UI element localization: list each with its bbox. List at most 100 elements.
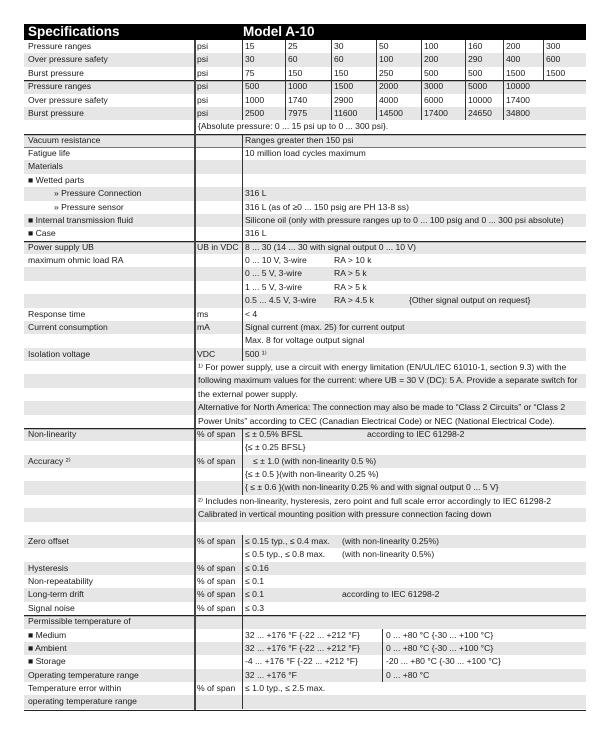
unit-label: psi (197, 41, 208, 51)
load-resistance-value: RA > 4.5 k (334, 295, 374, 306)
unit-label: % of span (197, 683, 236, 693)
pressure-value: 300 (546, 41, 561, 51)
note-text: Calibrated in vertical mounting position… (198, 509, 492, 520)
value-cell: 500 ¹⁾ (245, 348, 267, 359)
cell-divider (331, 106, 332, 121)
table-row: Burst pressure psi 2500 7975 11600 14500 17400… (24, 106, 586, 121)
cell-divider (242, 133, 243, 147)
table-row: the external power supply. (24, 388, 586, 401)
row-label: Temperature error within (28, 683, 122, 693)
cell-divider (503, 80, 504, 94)
row-label: Response time (28, 308, 86, 319)
value-cell: ≤ ± 0.5% BFSL (245, 428, 303, 439)
cell-divider (376, 53, 377, 67)
value-cell: {Other signal output on request} (409, 295, 531, 306)
cell-divider (382, 655, 383, 669)
row-label: ■ Ambient (28, 642, 67, 653)
cell-divider (242, 682, 243, 696)
cell-divider (376, 93, 377, 107)
table-row: Burst pressure psi 75 150 150 250 500 500 1500 15… (24, 66, 586, 81)
cell-divider (242, 267, 243, 281)
pressure-value: 50 (379, 41, 389, 51)
cell-divider (242, 628, 243, 642)
cell-divider (242, 334, 243, 348)
cell-divider (242, 347, 243, 361)
cell-divider (285, 66, 286, 81)
pressure-value: 5000 (468, 81, 488, 92)
cell-divider (242, 187, 243, 201)
pressure-value: 200 (506, 41, 521, 51)
cell-divider (503, 93, 504, 107)
cell-divider (543, 53, 544, 67)
row-label: operating temperature range (28, 696, 137, 707)
table-row: ■ Case 316 L (24, 227, 586, 241)
cell-divider (242, 427, 243, 442)
note-text: the external power supply. (198, 388, 298, 399)
pressure-value: 14500 (379, 107, 403, 118)
unit-label: VDC (197, 348, 216, 359)
row-label: Materials (28, 161, 63, 172)
pressure-value: 1500 (506, 67, 526, 78)
value-cell: < 4 (245, 308, 258, 319)
table-body: Pressure ranges psi 15 25 30 50 100 160 200 300 Ov… (24, 40, 586, 709)
table-row: Calibrated in vertical mounting position… (24, 508, 586, 522)
pressure-value: 60 (288, 54, 298, 65)
pressure-value: 1740 (288, 94, 308, 105)
row-label: ■ Storage (28, 656, 66, 667)
table-row: Alternative for North America: The conne… (24, 401, 586, 415)
value-cell: 32 ... +176 °F {-22 ... +212 °F} (245, 629, 360, 640)
row-label: ■ Wetted parts (28, 174, 85, 185)
unit-label: % of span (197, 455, 236, 466)
column-divider (194, 40, 196, 710)
value-cell: 0 ... +80 °C {-30 ... +100 °C} (386, 629, 494, 640)
value-cell: 0.5 ... 4.5 V, 3-wire (245, 295, 317, 306)
value-cell: ≤ 0.16 (245, 562, 269, 573)
table-row: Zero offset % of span ≤ 0.15 typ., ≤ 0.4 m… (24, 534, 586, 549)
value-cell: 316 L (245, 188, 267, 199)
cell-divider (503, 106, 504, 121)
load-resistance-value: RA > 5 k (334, 281, 367, 292)
value-cell: 0 ... +80 °C (386, 669, 430, 680)
specifications-table: Specifications Model A-10 Pressure range… (24, 24, 586, 712)
cell-divider (242, 66, 243, 81)
cell-divider (242, 200, 243, 214)
table-row: ¹⁾ For power supply, use a circuit with … (24, 361, 586, 374)
unit-label: psi (197, 81, 208, 92)
pressure-value: 3000 (424, 81, 444, 92)
value-cell: ≤ 0.1 (245, 589, 265, 600)
cell-divider (503, 40, 504, 54)
pressure-value: 6000 (424, 94, 444, 105)
cell-divider (242, 106, 243, 121)
pressure-value: 30 (245, 54, 255, 65)
table-row: Long-term drift % of span ≤ 0.1 according t… (24, 588, 586, 602)
note-text: ²⁾ Includes non-linearity, hysteresis, z… (198, 495, 552, 506)
cell-divider (242, 227, 243, 241)
unit-label: % of span (197, 535, 236, 546)
cell-divider (242, 160, 243, 174)
row-label: ■ Internal transmission fluid (28, 214, 134, 225)
table-row: Temperature error within % of span ≤ 1.0 t… (24, 682, 586, 696)
row-label: Pressure ranges (28, 41, 92, 51)
cell-divider (421, 80, 422, 94)
value-cell: 0 ... +80 °C {-30 ... +100 °C} (386, 642, 494, 653)
table-row: Power supply UB UB in VDC 8 ... 30 (14 ...… (24, 240, 586, 254)
row-label: Pressure ranges (28, 81, 92, 92)
pressure-value: 500 (424, 67, 439, 78)
value-cell: (with non-linearity 0.25%) (342, 535, 439, 546)
pressure-value: 1500 (334, 81, 354, 92)
value-cell: 8 ... 30 (14 ... 30 with signal output 0… (245, 241, 417, 252)
pressure-value: 500 (468, 67, 483, 78)
value-cell: Ranges greater then 150 psi (245, 134, 354, 145)
cell-divider (543, 40, 544, 54)
value-cell: -4 ... +176 °F {-22 ... +212 °F} (245, 656, 358, 667)
cell-divider (242, 320, 243, 335)
cell-divider (242, 588, 243, 602)
table-row: ≤ 0.5 typ., ≤ 0.8 max. (with non-linearit… (24, 548, 586, 562)
cell-divider (331, 53, 332, 67)
pressure-value: 24650 (468, 107, 492, 118)
table-row: Materials (24, 160, 586, 174)
row-label: Burst pressure (28, 107, 84, 118)
pressure-value: 2500 (245, 107, 265, 118)
pressure-value: 250 (379, 67, 394, 78)
unit-label: % of span (197, 602, 236, 613)
